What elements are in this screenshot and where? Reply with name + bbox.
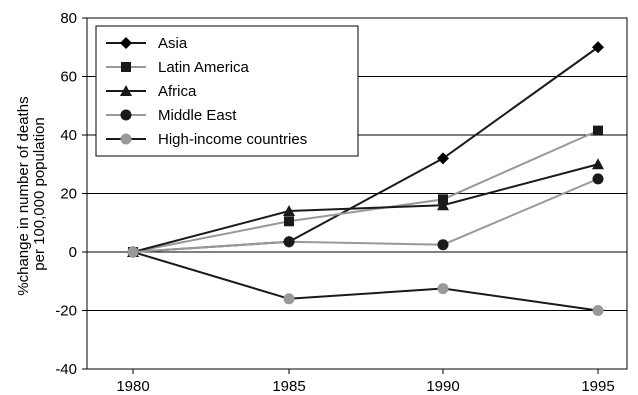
series-line-middle-east <box>132 177 599 253</box>
series-line-high-income-countries <box>132 251 599 312</box>
legend-marker <box>120 37 132 49</box>
data-point-high-income-countries <box>127 246 139 258</box>
legend: Asia Latin America Africa Middle East High-i… <box>95 25 359 157</box>
y-tick-label: 80 <box>60 10 77 27</box>
series-markers <box>127 41 604 316</box>
data-point-africa <box>592 158 604 170</box>
series-lines <box>132 46 599 312</box>
y-axis-title-line-1: %change in number of deaths <box>15 96 32 295</box>
data-point-africa <box>437 199 449 211</box>
legend-item-middle-east: Middle East <box>106 107 237 124</box>
y-axis-title: %change in number of deaths per 100,000 … <box>15 92 48 295</box>
legend-item-asia: Asia <box>106 35 188 52</box>
legend-item-high-income-countries: High-income countries <box>106 131 307 148</box>
legend-marker <box>120 109 132 121</box>
legend-marker <box>121 62 131 72</box>
y-tick-label: -20 <box>55 303 77 320</box>
data-point-asia <box>437 152 449 165</box>
y-axis-ticks: -40 -20 0 20 40 60 80 <box>55 10 87 378</box>
y-tick-label: 0 <box>69 244 77 261</box>
legend-item-africa: Africa <box>106 83 197 100</box>
legend-label: Africa <box>158 83 197 100</box>
data-point-high-income-countries <box>437 283 449 295</box>
y-tick-label: -40 <box>55 361 77 378</box>
x-tick-label: 1995 <box>581 378 614 395</box>
y-tick-label: 60 <box>60 69 77 86</box>
data-point-asia <box>592 41 604 54</box>
y-axis-title-line-2: per 100,000 population <box>31 117 48 270</box>
data-point-middle-east <box>437 239 449 251</box>
legend-marker <box>120 85 132 96</box>
series-line-africa <box>132 163 599 253</box>
data-point-high-income-countries <box>283 293 295 305</box>
data-point-high-income-countries <box>592 305 604 316</box>
y-tick-label: 40 <box>60 127 77 144</box>
x-axis-ticks: 1980 1985 1990 1995 <box>116 369 615 395</box>
legend-label: Middle East <box>158 107 237 124</box>
legend-item-latin-america: Latin America <box>106 59 250 76</box>
legend-label: Asia <box>158 35 188 52</box>
x-tick-label: 1985 <box>272 378 305 395</box>
data-point-middle-east <box>592 173 604 185</box>
legend-label: High-income countries <box>158 131 307 148</box>
data-point-latin-america <box>593 125 603 136</box>
data-point-middle-east <box>283 236 295 248</box>
data-point-latin-america <box>284 216 294 227</box>
x-tick-label: 1980 <box>116 378 149 395</box>
series-line-latin-america <box>132 129 599 253</box>
y-tick-label: 20 <box>60 186 77 203</box>
data-point-africa <box>283 205 295 217</box>
x-tick-label: 1990 <box>426 378 459 395</box>
legend-marker <box>120 133 132 145</box>
legend-label: Latin America <box>158 59 250 76</box>
